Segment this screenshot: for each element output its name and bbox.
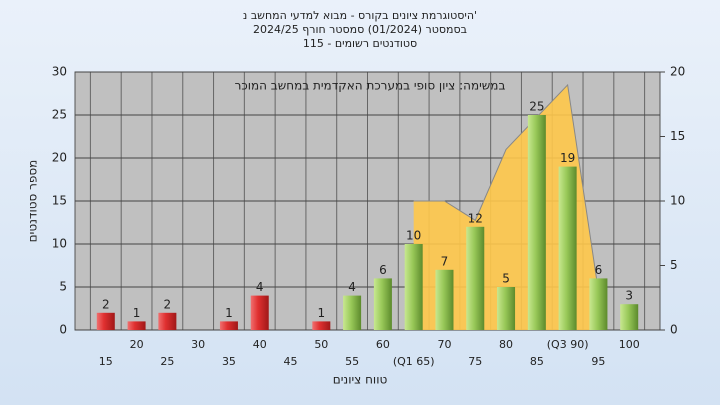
bar (250, 295, 269, 330)
bar (404, 244, 423, 330)
x-tick-label: 80 (499, 338, 513, 351)
bar (466, 226, 485, 330)
y-tick-label: 0 (59, 323, 67, 337)
x-tick-label: 35 (222, 355, 236, 368)
x-tick-label: 55 (345, 355, 359, 368)
data-label: 19 (560, 151, 575, 165)
subtitle: בסמסטר (01/2024) סמסטר חורף 2024/25 (253, 23, 467, 36)
x-tick-label: 100 (619, 338, 640, 351)
data-label: 4 (348, 280, 356, 294)
y2-tick-label: 5 (670, 258, 678, 272)
x-tick-label: 85 (530, 355, 544, 368)
bar (312, 321, 331, 330)
chart-title: היסטוגרמת ציונים בקורס - מבוא למדעי המחש… (243, 9, 477, 22)
subtitle: סטודנטים רשומים - 115 (303, 37, 417, 50)
bar (589, 278, 608, 330)
bar (96, 312, 115, 330)
bar (343, 295, 362, 330)
data-label: 1 (225, 306, 233, 320)
x-tick-label: (Q3 90) (547, 338, 589, 351)
x-tick-label: 20 (130, 338, 144, 351)
bar (620, 304, 639, 330)
y-tick-label: 10 (52, 237, 67, 251)
bar (373, 278, 392, 330)
x-axis-label: טווח ציונים (333, 373, 388, 387)
data-label: 4 (256, 280, 264, 294)
bar (558, 166, 577, 330)
area-line (413, 83, 599, 292)
data-label: 12 (468, 211, 483, 225)
y-tick-label: 20 (52, 151, 67, 165)
data-label: 6 (595, 263, 603, 277)
x-tick-label: 60 (376, 338, 390, 351)
data-label: 10 (406, 229, 421, 243)
data-label: 1 (133, 306, 141, 320)
y2-tick-label: 0 (670, 323, 678, 337)
data-label: 25 (529, 100, 544, 114)
bar (158, 312, 177, 330)
x-tick-label: 30 (191, 338, 205, 351)
data-label: 5 (502, 272, 510, 286)
annotation: במשימה: ציון סופי במערכת האקדמית במחשב ה… (235, 79, 506, 93)
data-label: 3 (625, 289, 633, 303)
y-tick-label: 5 (59, 280, 67, 294)
data-label: 2 (164, 297, 172, 311)
x-tick-label: 45 (284, 355, 298, 368)
bar (527, 115, 546, 330)
bar (219, 321, 238, 330)
x-tick-label: 95 (591, 355, 605, 368)
area-fill (413, 84, 599, 331)
data-label: 2 (102, 297, 110, 311)
data-label: 1 (317, 306, 325, 320)
y2-tick-label: 20 (670, 65, 685, 79)
x-tick-label: 50 (314, 338, 328, 351)
y2-tick-label: 10 (670, 194, 685, 208)
x-tick-label: 70 (437, 338, 451, 351)
y-tick-label: 30 (52, 65, 67, 79)
data-label: 7 (441, 254, 449, 268)
bar (435, 269, 454, 330)
x-tick-label: (Q1 65) (393, 355, 435, 368)
data-label: 6 (379, 263, 387, 277)
x-tick-label: 15 (99, 355, 113, 368)
bar (127, 321, 146, 330)
y-tick-label: 25 (52, 108, 67, 122)
bar (497, 287, 516, 330)
x-tick-label: 75 (468, 355, 482, 368)
y-tick-label: 15 (52, 194, 67, 208)
x-tick-label: 40 (253, 338, 267, 351)
y2-tick-label: 15 (670, 129, 685, 143)
y-axis-label: מספר סטודנטים (26, 160, 40, 243)
x-tick-label: 25 (160, 355, 174, 368)
